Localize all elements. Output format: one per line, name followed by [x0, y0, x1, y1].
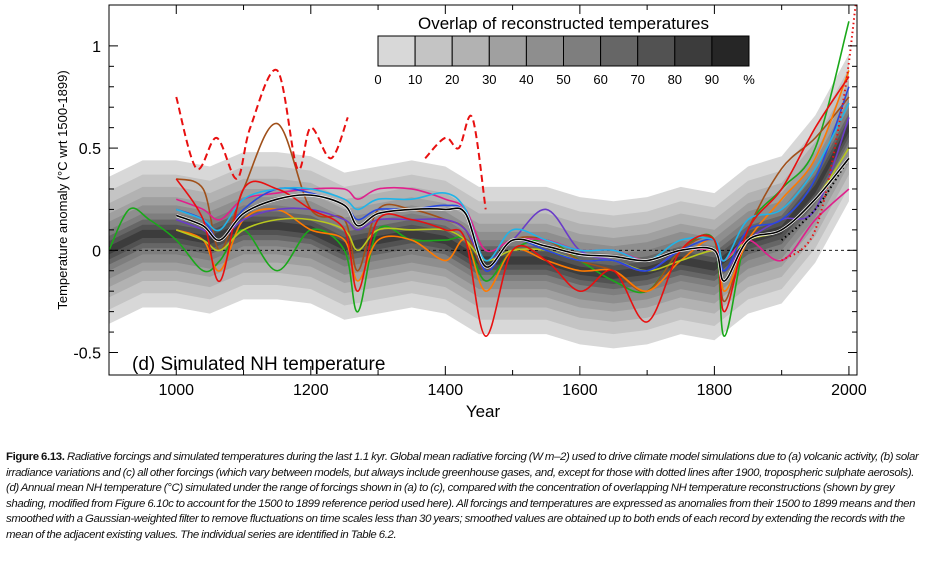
- legend-label: 60: [593, 72, 607, 87]
- x-tick-label: 2000: [831, 382, 867, 399]
- y-tick-label: 1: [92, 39, 101, 56]
- x-tick-label: 1800: [697, 382, 733, 399]
- legend-swatch: [637, 35, 676, 67]
- legend-swatch: [414, 35, 453, 67]
- legend-label: 40: [519, 72, 533, 87]
- legend-swatch: [377, 35, 416, 67]
- y-tick-label: 0: [92, 243, 101, 260]
- x-tick-label: 1200: [293, 382, 329, 399]
- x-axis-label: Year: [466, 402, 501, 421]
- series-red: [175, 76, 850, 337]
- legend-label: 30: [482, 72, 496, 87]
- x-tick-label: 1400: [428, 382, 464, 399]
- legend-label: 10: [408, 72, 422, 87]
- nh-temperature-chart: 1000 1200 1400 1600 1800 2000 -0.5 0 0.5 1 Overla…: [55, 4, 867, 421]
- series-red-dashed-early: [175, 68, 349, 180]
- overlap-legend: Overlap of reconstructed temperatures 0 10…: [374, 14, 755, 87]
- legend-label: 80: [668, 72, 682, 87]
- plot-frame: [108, 4, 858, 376]
- series-red-dashed-mid: [424, 114, 487, 210]
- legend-label: 90: [705, 72, 719, 87]
- figure-caption: Figure 6.13. Radiative forcings and simu…: [6, 450, 924, 544]
- legend-label: 20: [445, 72, 459, 87]
- axes: 1000 1200 1400 1600 1800 2000 -0.5 0 0.5 1: [73, 5, 867, 399]
- series-red-dotted-no-sulphate: [780, 5, 857, 262]
- y-axis-label: Temperature anomaly (°C wrt 1500-1899): [55, 70, 70, 309]
- series-black: [175, 157, 850, 282]
- legend-title: Overlap of reconstructed temperatures: [418, 14, 709, 33]
- y-tick-label: -0.5: [73, 346, 101, 363]
- legend-swatch: [451, 35, 490, 67]
- x-tick-label: 1000: [158, 382, 194, 399]
- y-tick-label: 0.5: [79, 141, 101, 158]
- legend-label: 70: [630, 72, 644, 87]
- legend-swatch: [563, 35, 602, 67]
- caption-label: Figure 6.13.: [6, 451, 65, 463]
- legend-label: 50: [556, 72, 570, 87]
- simulation-series: [109, 5, 857, 337]
- legend-swatch: [674, 35, 713, 67]
- legend-swatch: [488, 35, 527, 67]
- shading-band-60: [109, 107, 849, 296]
- reconstruction-shading: [109, 54, 849, 349]
- legend-swatch: [600, 35, 639, 67]
- x-tick-label: 1600: [562, 382, 598, 399]
- legend-label: 0: [374, 72, 381, 87]
- caption-text: Radiative forcings and simulated tempera…: [6, 451, 919, 541]
- legend-swatch: [525, 35, 565, 67]
- legend-swatch: [711, 35, 750, 67]
- legend-label: %: [743, 72, 755, 87]
- series-black-dotted-no-sulphate: [780, 157, 850, 241]
- panel-title: (d) Simulated NH temperature: [132, 354, 385, 375]
